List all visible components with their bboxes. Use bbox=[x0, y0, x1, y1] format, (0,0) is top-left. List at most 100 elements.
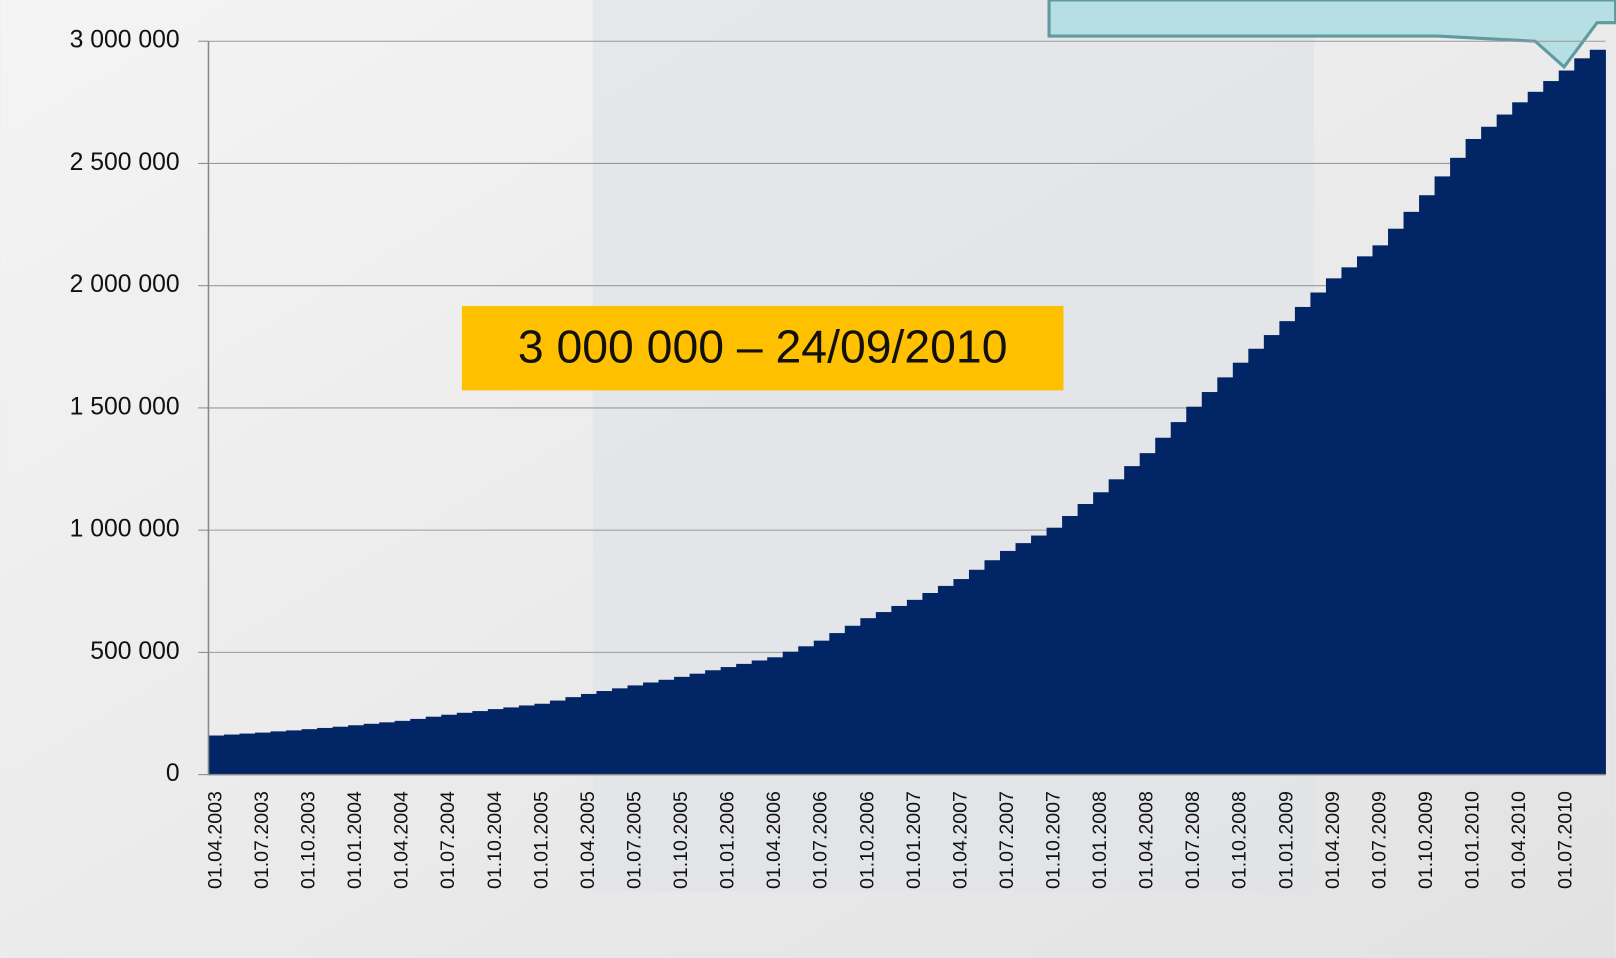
step bbox=[674, 677, 690, 775]
step bbox=[1078, 504, 1094, 775]
step bbox=[395, 721, 411, 775]
step bbox=[1155, 438, 1171, 775]
x-tick-label: 01.01.2005 bbox=[530, 791, 552, 889]
step bbox=[612, 688, 628, 774]
y-tick-label: 3 000 000 bbox=[70, 27, 180, 54]
y-tick-label: 1 000 000 bbox=[70, 516, 180, 543]
step bbox=[705, 670, 721, 774]
step bbox=[1310, 293, 1326, 775]
step bbox=[488, 709, 504, 775]
step bbox=[364, 724, 380, 775]
step bbox=[1047, 528, 1063, 775]
step bbox=[1341, 267, 1357, 774]
x-tick-label: 01.10.2003 bbox=[298, 791, 320, 889]
step bbox=[798, 646, 814, 774]
step bbox=[1217, 377, 1233, 774]
step bbox=[1466, 139, 1482, 775]
step bbox=[1264, 335, 1280, 775]
step bbox=[659, 680, 675, 775]
x-tick-label: 01.07.2009 bbox=[1368, 791, 1390, 889]
step bbox=[1357, 256, 1373, 774]
step bbox=[1140, 453, 1156, 774]
x-tick-label: 01.01.2009 bbox=[1275, 791, 1297, 889]
step bbox=[1450, 158, 1466, 775]
step bbox=[1497, 115, 1513, 775]
step bbox=[565, 697, 581, 774]
step bbox=[690, 674, 706, 775]
chart: 0500 0001 000 0001 500 0002 000 0002 500… bbox=[0, 0, 1616, 958]
step bbox=[1202, 392, 1218, 775]
step bbox=[410, 719, 426, 775]
step bbox=[1186, 407, 1202, 775]
step bbox=[1559, 71, 1575, 775]
step bbox=[752, 660, 768, 774]
y-tick-label: 2 500 000 bbox=[70, 149, 180, 176]
step bbox=[1062, 516, 1078, 775]
step bbox=[1543, 81, 1559, 775]
x-tick-label: 01.07.2005 bbox=[623, 791, 645, 889]
step bbox=[891, 606, 907, 775]
step bbox=[953, 579, 969, 775]
x-tick-label: 01.10.2009 bbox=[1415, 791, 1437, 889]
x-tick-label: 01.04.2009 bbox=[1322, 791, 1344, 889]
step bbox=[348, 725, 364, 774]
x-tick-label: 01.07.2004 bbox=[437, 791, 459, 889]
x-tick-label: 01.10.2005 bbox=[670, 791, 692, 889]
step bbox=[503, 707, 519, 774]
x-tick-label: 01.04.2008 bbox=[1136, 791, 1158, 889]
step bbox=[814, 641, 830, 775]
y-tick-label: 2 000 000 bbox=[70, 271, 180, 298]
step bbox=[240, 734, 256, 775]
x-tick-label: 01.01.2007 bbox=[903, 791, 925, 889]
step bbox=[1016, 543, 1032, 775]
step bbox=[1574, 58, 1590, 774]
step bbox=[333, 727, 349, 775]
step bbox=[938, 586, 954, 775]
x-tick-label: 01.01.2008 bbox=[1089, 791, 1111, 889]
x-tick-label: 01.04.2004 bbox=[391, 791, 413, 889]
step bbox=[224, 735, 240, 775]
y-tick-label: 0 bbox=[166, 760, 180, 787]
x-tick-label: 01.04.2010 bbox=[1508, 791, 1530, 889]
x-tick-label: 01.10.2008 bbox=[1229, 791, 1251, 889]
x-tick-label: 01.04.2005 bbox=[577, 791, 599, 889]
step bbox=[1233, 363, 1249, 775]
x-tick-label: 01.07.2008 bbox=[1182, 791, 1204, 889]
step bbox=[736, 664, 752, 775]
step bbox=[907, 600, 923, 775]
step bbox=[379, 722, 395, 774]
step bbox=[581, 694, 597, 775]
x-tick-label: 01.10.2006 bbox=[856, 791, 878, 889]
step bbox=[1590, 50, 1606, 775]
x-tick-label: 01.04.2007 bbox=[949, 791, 971, 889]
step bbox=[1124, 466, 1140, 775]
step bbox=[1109, 479, 1125, 774]
step bbox=[1419, 195, 1435, 774]
step bbox=[783, 652, 799, 775]
x-tick-label: 01.10.2007 bbox=[1043, 791, 1065, 889]
step bbox=[271, 731, 287, 774]
step bbox=[922, 593, 938, 775]
step bbox=[1528, 92, 1544, 775]
x-tick-label: 01.07.2010 bbox=[1555, 791, 1577, 889]
y-tick-label: 500 000 bbox=[90, 638, 179, 665]
x-tick-label: 01.01.2004 bbox=[344, 791, 366, 889]
step bbox=[317, 728, 333, 775]
step bbox=[208, 736, 224, 775]
step bbox=[1512, 102, 1528, 774]
step bbox=[441, 715, 457, 775]
step bbox=[534, 704, 550, 775]
x-tick-label: 01.01.2010 bbox=[1462, 791, 1484, 889]
step bbox=[1435, 176, 1451, 774]
step bbox=[286, 730, 302, 774]
step bbox=[519, 705, 535, 774]
x-tick-label: 01.04.2006 bbox=[763, 791, 785, 889]
step bbox=[860, 618, 876, 774]
step bbox=[426, 717, 442, 775]
page: {"chart_data": {"type": "step-area", "an… bbox=[0, 0, 1616, 958]
x-tick-label: 01.10.2004 bbox=[484, 791, 506, 889]
x-tick-label: 01.01.2006 bbox=[717, 791, 739, 889]
step bbox=[1388, 229, 1404, 775]
step bbox=[969, 570, 985, 775]
step bbox=[1295, 307, 1311, 775]
